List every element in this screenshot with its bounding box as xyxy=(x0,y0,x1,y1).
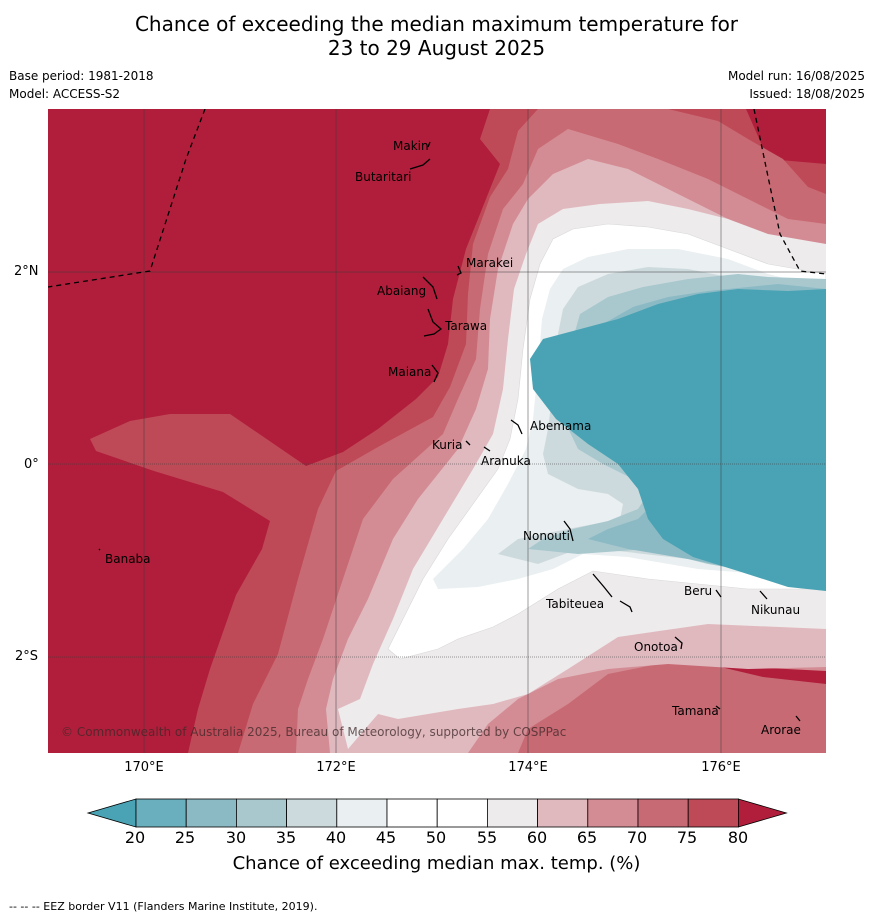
island-tamana-outline xyxy=(715,705,721,710)
colorbar-label-40: 40 xyxy=(325,828,347,847)
colorbar-cell xyxy=(486,798,538,828)
colorbar-cell xyxy=(135,798,187,828)
colorbar-label-50: 50 xyxy=(425,828,447,847)
meta-left: Base period: 1981-2018 Model: ACCESS-S2 xyxy=(9,67,154,103)
label-maiana: Maiana xyxy=(388,365,432,379)
colorbar-extension-low xyxy=(86,798,137,828)
model-run: Model run: 16/08/2025 xyxy=(727,69,865,83)
lon-tick-170e: 170°E xyxy=(124,760,164,775)
island-nonouti-outline xyxy=(563,520,574,542)
lat-tick-0: 0° xyxy=(24,457,39,472)
colorbar-extension-high xyxy=(738,798,788,828)
map-svg xyxy=(48,109,826,753)
label-nonouti: Nonouti xyxy=(523,529,570,543)
eez-border-west xyxy=(48,109,206,288)
title-line-2: 23 to 29 August 2025 xyxy=(327,36,546,60)
colorbar-cell xyxy=(436,798,488,828)
label-tabiteuea: Tabiteuea xyxy=(546,597,605,611)
colorbar-label-35: 35 xyxy=(275,828,297,847)
label-abaiang: Abaiang xyxy=(377,284,427,298)
lat-tick-2s: 2°S xyxy=(15,649,39,664)
colorbar-label-60: 60 xyxy=(526,828,548,847)
label-banaba: Banaba xyxy=(105,552,151,566)
issued-date: Issued: 18/08/2025 xyxy=(749,87,865,101)
eez-footnote: -- -- -- EEZ border V11 (Flanders Marine… xyxy=(9,900,318,913)
colorbar-cell xyxy=(386,798,438,828)
lon-tick-176e: 176°E xyxy=(701,760,741,775)
colorbar-cell xyxy=(235,798,287,828)
base-period: Base period: 1981-2018 xyxy=(9,69,154,83)
label-kuria: Kuria xyxy=(432,438,463,452)
label-beru: Beru xyxy=(684,584,713,598)
colorbar-label-75: 75 xyxy=(676,828,698,847)
copyright-notice: © Commonwealth of Australia 2025, Bureau… xyxy=(61,725,567,739)
colorbar-cell xyxy=(336,798,388,828)
forecast-map: Makin Butaritari Marakei Abaiang Tarawa … xyxy=(48,109,826,753)
island-abemama-outline xyxy=(510,419,523,435)
lon-tick-172e: 172°E xyxy=(316,760,356,775)
colorbar-label-30: 30 xyxy=(225,828,247,847)
lat-tick-2n: 2°N xyxy=(14,264,39,279)
colorbar-label-45: 45 xyxy=(375,828,397,847)
island-abaiang-outline xyxy=(422,276,438,300)
colorbar-cells xyxy=(86,798,788,828)
island-butaritari-outline xyxy=(409,158,431,170)
label-aranuka: Aranuka xyxy=(481,454,531,468)
title-line-1: Chance of exceeding the median maximum t… xyxy=(134,12,739,36)
label-tarawa: Tarawa xyxy=(445,319,488,333)
colorbar-cell xyxy=(637,798,689,828)
chart-title: Chance of exceeding the median maximum t… xyxy=(0,12,873,60)
island-kuria-outline xyxy=(465,440,471,446)
island-nikunau-outline xyxy=(759,590,768,600)
island-beru-outline xyxy=(715,589,722,598)
label-onotoa: Onotoa xyxy=(634,640,678,654)
colorbar-labels: 20 25 30 35 40 45 50 55 60 65 70 75 80 xyxy=(0,828,873,848)
lon-tick-174e: 174°E xyxy=(508,760,548,775)
colorbar-cell xyxy=(286,798,338,828)
colorbar-title: Chance of exceeding median max. temp. (%… xyxy=(232,853,641,874)
island-tarawa-outline xyxy=(423,308,443,337)
label-marakei: Marakei xyxy=(466,256,514,270)
island-tabiteuea-north-outline xyxy=(592,573,613,598)
island-tabiteuea-south-outline xyxy=(619,600,633,613)
island-banaba-outline xyxy=(98,548,101,551)
colorbar-label-25: 25 xyxy=(174,828,196,847)
graticule xyxy=(48,109,826,753)
colorbar-label-55: 55 xyxy=(476,828,498,847)
label-abemama: Abemama xyxy=(530,419,592,433)
label-nikunau: Nikunau xyxy=(751,603,801,617)
colorbar-cell xyxy=(687,798,739,828)
label-tamana: Tamana xyxy=(672,704,719,718)
contour-below-15 xyxy=(530,289,826,591)
island-aranuka-outline xyxy=(483,446,491,452)
island-onotoa-outline xyxy=(674,636,683,650)
island-outlines xyxy=(98,141,801,722)
colorbar-cell xyxy=(185,798,237,828)
meta-right: Model run: 16/08/2025 Issued: 18/08/2025 xyxy=(728,67,865,103)
label-makin: Makin xyxy=(393,139,429,153)
label-butaritari: Butaritari xyxy=(355,170,412,184)
model-name: Model: ACCESS-S2 xyxy=(9,87,121,101)
island-makin-outline xyxy=(427,141,431,148)
island-arorae-outline xyxy=(795,715,801,722)
island-marakei-outline xyxy=(456,265,462,276)
colorbar xyxy=(86,798,788,828)
colorbar-label-65: 65 xyxy=(576,828,598,847)
colorbar-cell xyxy=(537,798,589,828)
island-maiana-outline xyxy=(431,364,439,383)
colorbar-cell xyxy=(587,798,639,828)
label-arorae: Arorae xyxy=(761,723,801,737)
eez-border-east xyxy=(753,109,826,275)
colorbar-label-20: 20 xyxy=(124,828,146,847)
colorbar-label-80: 80 xyxy=(727,828,749,847)
colorbar-label-70: 70 xyxy=(626,828,648,847)
